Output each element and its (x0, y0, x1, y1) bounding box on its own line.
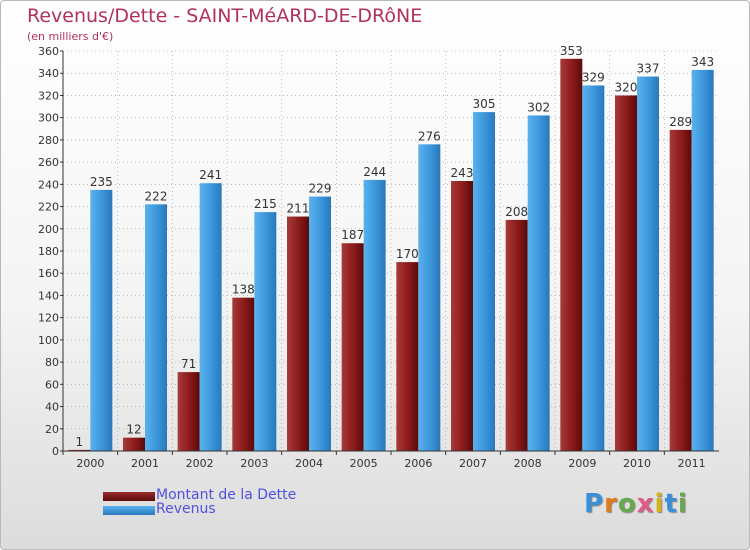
bar-revenue-2004 (309, 196, 331, 451)
legend-label-debt: Montant de la Dette (156, 487, 297, 503)
data-label-debt-2000: 1 (76, 435, 84, 449)
data-label-debt-2002: 71 (181, 357, 196, 371)
data-label-revenue-2001: 222 (145, 189, 168, 203)
bar-revenue-2001 (145, 204, 167, 451)
logo-letter: t (664, 489, 678, 519)
bar-revenue-2003 (254, 212, 277, 451)
bar-debt-2008 (505, 219, 528, 451)
bar-debt-2006 (396, 262, 419, 451)
bar-revenue-2011 (691, 69, 714, 451)
bar-revenue-2010 (637, 76, 659, 452)
bar-revenue-2006 (418, 144, 441, 452)
bar-revenue-2007 (473, 112, 495, 451)
bar-debt-2002 (177, 372, 200, 451)
data-label-revenue-2008: 302 (527, 100, 550, 114)
data-label-debt-2010: 320 (615, 80, 638, 94)
data-label-revenue-2004: 229 (309, 182, 332, 196)
bar-debt-2009 (560, 58, 583, 452)
y-tick-label-140: 140 (38, 289, 59, 302)
logo-letter: i (677, 489, 688, 519)
x-tick-label-2000: 2000 (76, 457, 104, 470)
legend-swatch-debt (103, 492, 155, 501)
logo-letter: P (584, 489, 605, 519)
y-tick-label-160: 160 (38, 267, 59, 280)
data-label-revenue-2006: 276 (418, 129, 441, 143)
x-tick-label-2008: 2008 (514, 457, 542, 470)
logo-letter: r (604, 489, 618, 519)
y-tick-label-20: 20 (45, 423, 59, 436)
y-tick-label-260: 260 (38, 156, 59, 169)
y-tick-label-280: 280 (38, 134, 59, 147)
y-tick-label-0: 0 (52, 445, 59, 458)
y-tick-label-180: 180 (38, 245, 59, 258)
data-label-debt-2006: 170 (396, 247, 419, 261)
bar-debt-2007 (451, 181, 473, 451)
data-label-revenue-2007: 305 (473, 97, 496, 111)
y-tick-label-300: 300 (38, 112, 59, 125)
chart-title: Revenus/Dette - SAINT-MéARD-DE-DRôNE (27, 5, 423, 27)
y-tick-label-80: 80 (45, 356, 59, 369)
x-tick-label-2001: 2001 (131, 457, 159, 470)
x-tick-label-2007: 2007 (459, 457, 487, 470)
data-label-debt-2007: 243 (451, 166, 474, 180)
data-label-debt-2004: 211 (287, 202, 310, 216)
bar-debt-2004 (287, 216, 309, 451)
data-label-revenue-2003: 215 (254, 197, 277, 211)
x-tick-label-2005: 2005 (350, 457, 378, 470)
bar-revenue-2008 (527, 115, 550, 451)
data-label-revenue-2002: 241 (199, 168, 222, 182)
proxiti-logo: Proxiti (584, 489, 688, 519)
data-label-revenue-2011: 343 (691, 55, 714, 69)
data-label-debt-2001: 12 (126, 423, 141, 437)
data-label-revenue-2005: 244 (363, 165, 386, 179)
bar-revenue-2002 (199, 183, 222, 451)
y-tick-label-60: 60 (45, 378, 59, 391)
data-label-debt-2005: 187 (341, 228, 364, 242)
x-tick-label-2006: 2006 (404, 457, 432, 470)
data-label-debt-2003: 138 (232, 283, 255, 297)
bar-revenue-2000 (90, 189, 113, 451)
data-label-revenue-2010: 337 (637, 62, 660, 76)
x-tick-label-2009: 2009 (568, 457, 596, 470)
data-label-revenue-2000: 235 (90, 175, 113, 189)
data-label-debt-2008: 208 (505, 205, 528, 219)
logo-letter: o (617, 489, 637, 519)
x-tick-label-2011: 2011 (678, 457, 706, 470)
data-label-revenue-2009: 329 (582, 70, 605, 84)
data-label-debt-2009: 353 (560, 44, 583, 58)
y-tick-label-120: 120 (38, 312, 59, 325)
data-label-debt-2011: 289 (669, 115, 692, 129)
bar-debt-2001 (123, 437, 145, 451)
logo-letter: i (654, 489, 665, 519)
bar-debt-2000 (68, 449, 91, 451)
y-tick-label-100: 100 (38, 334, 59, 347)
bar-debt-2010 (615, 95, 637, 451)
logo-letter: x (636, 489, 655, 519)
y-tick-label-360: 360 (38, 45, 59, 58)
x-tick-label-2004: 2004 (295, 457, 323, 470)
y-tick-label-340: 340 (38, 67, 59, 80)
x-tick-label-2003: 2003 (240, 457, 268, 470)
x-tick-label-2010: 2010 (623, 457, 651, 470)
chart-subtitle: (en milliers d'€) (27, 30, 114, 43)
legend-swatch-revenue (103, 506, 155, 515)
bar-debt-2005 (341, 243, 364, 451)
bar-revenue-2005 (363, 179, 386, 451)
bar-debt-2003 (232, 297, 255, 451)
bar-revenue-2009 (582, 85, 605, 451)
y-tick-label-200: 200 (38, 223, 59, 236)
x-tick-label-2002: 2002 (186, 457, 214, 470)
legend-label-revenue: Revenus (156, 501, 216, 517)
y-tick-label-320: 320 (38, 89, 59, 102)
y-tick-label-40: 40 (45, 401, 59, 414)
y-tick-label-240: 240 (38, 178, 59, 191)
bar-debt-2011 (669, 129, 692, 451)
y-tick-label-220: 220 (38, 201, 59, 214)
